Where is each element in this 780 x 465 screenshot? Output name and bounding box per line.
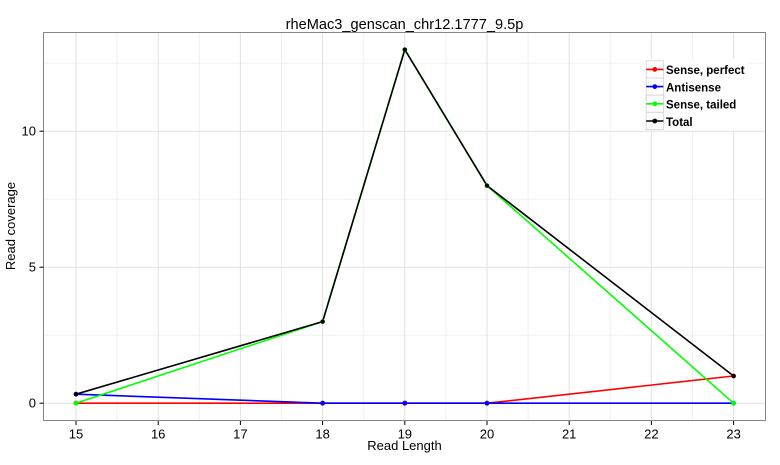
svg-text:21: 21: [562, 427, 576, 442]
svg-text:15: 15: [69, 427, 83, 442]
svg-text:rheMac3_genscan_chr12.1777_9.5: rheMac3_genscan_chr12.1777_9.5p: [286, 17, 524, 33]
svg-text:17: 17: [233, 427, 247, 442]
svg-text:18: 18: [315, 427, 329, 442]
svg-text:5: 5: [29, 260, 36, 275]
svg-text:20: 20: [480, 427, 494, 442]
svg-text:Sense, tailed: Sense, tailed: [666, 100, 736, 112]
svg-text:0: 0: [29, 396, 36, 411]
svg-text:16: 16: [151, 427, 165, 442]
svg-text:Antisense: Antisense: [666, 82, 721, 94]
svg-text:19: 19: [398, 427, 412, 442]
svg-text:Read Length: Read Length: [367, 438, 441, 453]
svg-text:Total: Total: [666, 117, 693, 129]
svg-text:Sense, perfect: Sense, perfect: [666, 65, 745, 77]
svg-text:Read coverage: Read coverage: [3, 182, 18, 270]
svg-text:10: 10: [22, 124, 36, 139]
svg-text:22: 22: [644, 427, 658, 442]
svg-text:23: 23: [726, 427, 740, 442]
